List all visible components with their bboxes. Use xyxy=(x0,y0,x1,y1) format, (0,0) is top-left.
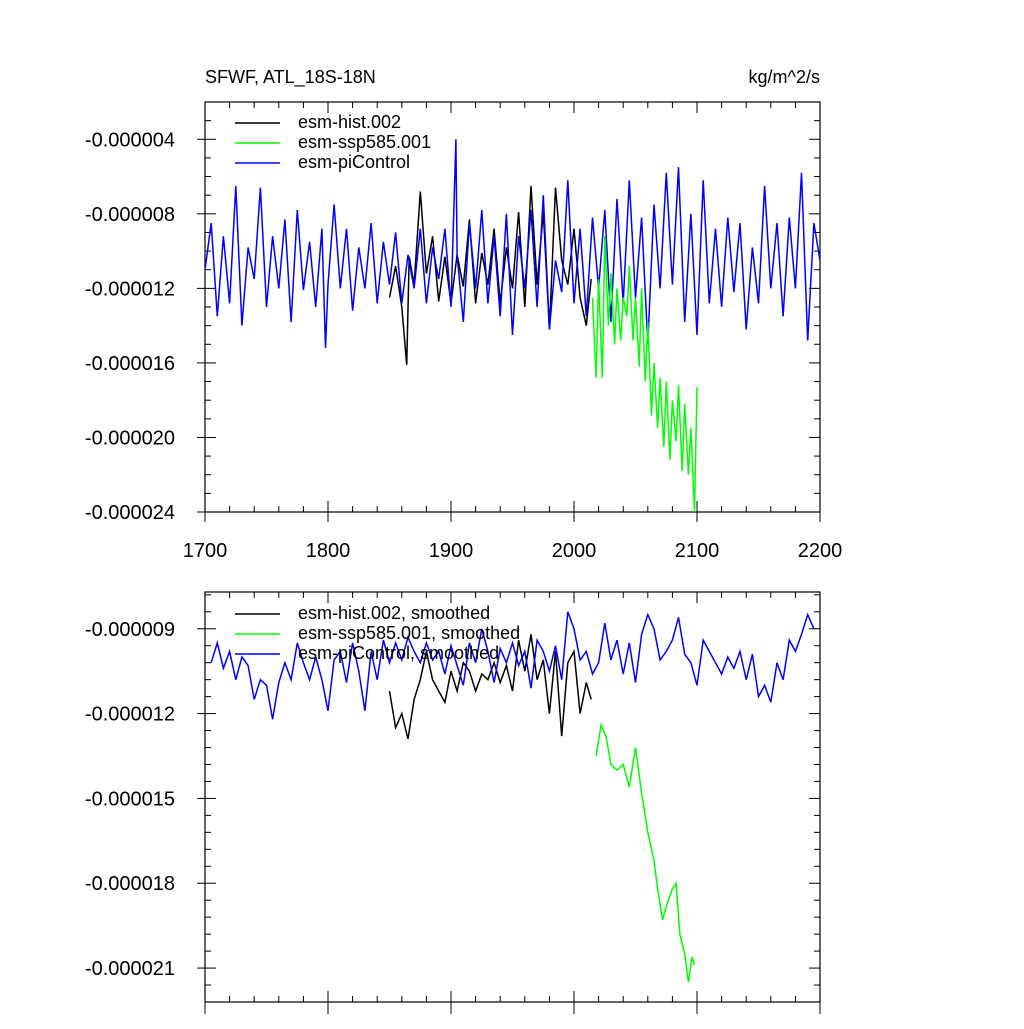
series-line-esm-picontrol-smoothed xyxy=(210,611,815,720)
x-tick-label: 2200 xyxy=(798,540,843,562)
series-line-esm-hist-002-smoothed xyxy=(388,634,592,740)
y-tick-label: -0.000018 xyxy=(85,873,175,895)
chart-units-label: kg/m^2/s xyxy=(749,67,820,87)
chart-panel-top: 1700 1800 1900 2000 2100 2200 -0.000004 -0.0000… xyxy=(85,101,843,562)
y-tick-label: -0.000012 xyxy=(85,278,175,300)
series-line-esm-hist-002 xyxy=(388,185,592,365)
legend-entry-label: esm-piControl, smoothed xyxy=(298,643,499,663)
x-tick-label: 1900 xyxy=(429,540,474,562)
legend-entry-label: esm-ssp585.001 xyxy=(298,132,431,152)
chart-title: SFWF, ATL_18S-18N xyxy=(205,67,376,88)
series-line-esm-ssp585-001 xyxy=(591,236,698,512)
series-line-esm-ssp585-001-smoothed xyxy=(595,722,696,983)
y-tick-label: -0.000020 xyxy=(85,427,175,449)
y-tick-label: -0.000012 xyxy=(85,704,175,726)
y-tick-label: -0.000024 xyxy=(85,502,175,524)
legend-entry-label: esm-hist.002 xyxy=(298,112,401,132)
y-tick-label: -0.000016 xyxy=(85,353,175,375)
y-tick-label: -0.000008 xyxy=(85,204,175,226)
legend-entry-label: esm-hist.002, smoothed xyxy=(298,603,490,623)
y-tick-label: -0.000009 xyxy=(85,619,175,641)
y-tick-label: -0.000015 xyxy=(85,788,175,810)
y-tick-label: -0.000021 xyxy=(85,958,175,980)
x-tick-label: 1700 xyxy=(183,540,228,562)
chart-panel-bottom: -0.000009 -0.000012 -0.000015 -0.000018 -0.0… xyxy=(85,591,821,1014)
plot-frame xyxy=(204,591,821,1003)
x-tick-label: 2000 xyxy=(552,540,597,562)
x-tick-label: 1800 xyxy=(306,540,351,562)
series-line-esm-picontrol xyxy=(205,139,820,349)
y-tick-label: -0.000004 xyxy=(85,129,175,151)
legend-entry-label: esm-piControl xyxy=(298,152,410,172)
x-tick-label: 2100 xyxy=(675,540,720,562)
legend-entry-label: esm-ssp585.001, smoothed xyxy=(298,623,520,643)
